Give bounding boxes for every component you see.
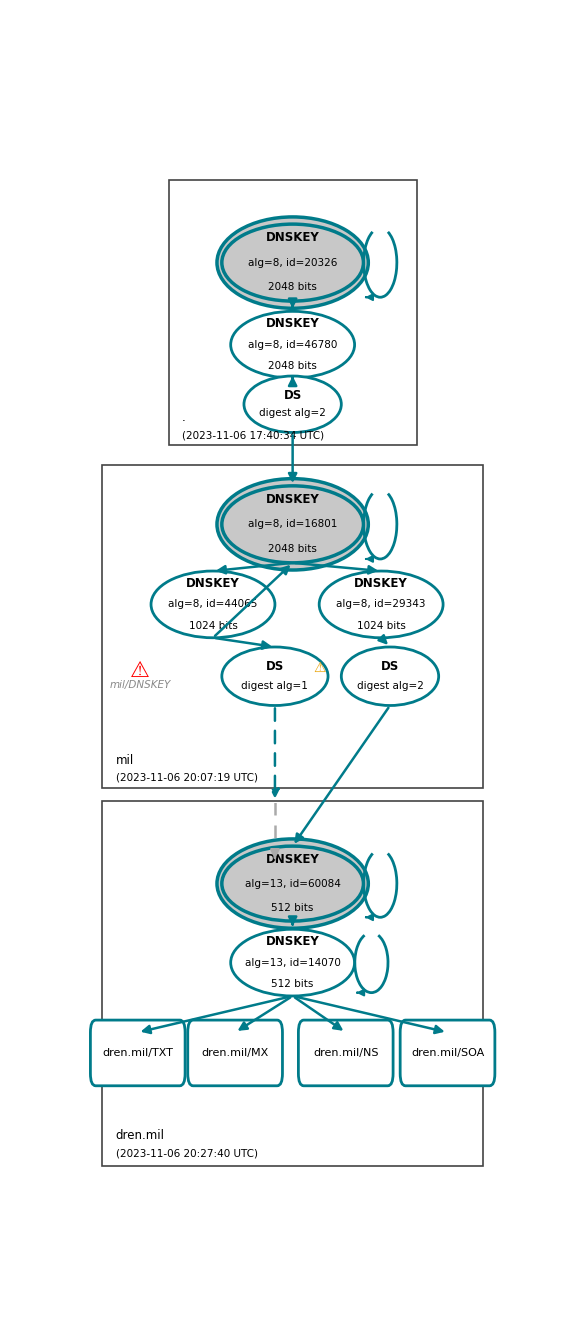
Text: mil/DNSKEY: mil/DNSKEY	[109, 680, 171, 690]
Text: alg=8, id=20326: alg=8, id=20326	[248, 257, 337, 268]
Ellipse shape	[222, 485, 364, 563]
Text: 512 bits: 512 bits	[271, 902, 314, 913]
Text: (2023-11-06 17:40:34 UTC): (2023-11-06 17:40:34 UTC)	[182, 431, 324, 440]
Text: dren.mil/TXT: dren.mil/TXT	[102, 1048, 173, 1058]
Text: alg=8, id=16801: alg=8, id=16801	[248, 520, 337, 529]
FancyBboxPatch shape	[102, 801, 483, 1166]
Text: alg=13, id=14070: alg=13, id=14070	[245, 957, 340, 968]
Text: DS: DS	[266, 660, 284, 673]
FancyBboxPatch shape	[169, 180, 416, 445]
FancyBboxPatch shape	[90, 1020, 185, 1086]
Text: (2023-11-06 20:07:19 UTC): (2023-11-06 20:07:19 UTC)	[115, 773, 258, 782]
Text: dren.mil/SOA: dren.mil/SOA	[411, 1048, 484, 1058]
FancyBboxPatch shape	[188, 1020, 283, 1086]
Text: DNSKEY: DNSKEY	[266, 853, 320, 866]
Ellipse shape	[217, 217, 368, 308]
Text: DNSKEY: DNSKEY	[266, 934, 320, 948]
Text: mil: mil	[115, 753, 134, 766]
Ellipse shape	[217, 838, 368, 928]
Text: DNSKEY: DNSKEY	[266, 317, 320, 329]
Ellipse shape	[341, 647, 439, 705]
Text: alg=8, id=44065: alg=8, id=44065	[168, 600, 258, 609]
Text: alg=8, id=29343: alg=8, id=29343	[336, 600, 426, 609]
FancyBboxPatch shape	[102, 465, 483, 788]
Text: 2048 bits: 2048 bits	[268, 361, 317, 371]
Text: (2023-11-06 20:27:40 UTC): (2023-11-06 20:27:40 UTC)	[115, 1149, 258, 1158]
Text: 1024 bits: 1024 bits	[188, 621, 238, 631]
Ellipse shape	[222, 647, 328, 705]
Text: dren.mil/MX: dren.mil/MX	[202, 1048, 269, 1058]
Text: DNSKEY: DNSKEY	[354, 577, 408, 589]
Ellipse shape	[244, 376, 341, 432]
Text: ⚠: ⚠	[130, 661, 150, 681]
Text: DNSKEY: DNSKEY	[266, 493, 320, 507]
Text: DS: DS	[381, 660, 399, 673]
Ellipse shape	[217, 479, 368, 571]
FancyBboxPatch shape	[400, 1020, 495, 1086]
Ellipse shape	[151, 571, 275, 637]
Text: DS: DS	[284, 389, 301, 401]
Ellipse shape	[222, 846, 364, 921]
Ellipse shape	[319, 571, 443, 637]
Text: 1024 bits: 1024 bits	[357, 621, 405, 631]
Text: DNSKEY: DNSKEY	[186, 577, 240, 589]
Text: DNSKEY: DNSKEY	[266, 232, 320, 244]
Text: dren.mil: dren.mil	[115, 1129, 164, 1142]
Text: alg=8, id=46780: alg=8, id=46780	[248, 340, 337, 349]
Text: 2048 bits: 2048 bits	[268, 283, 317, 292]
Ellipse shape	[231, 312, 355, 379]
Text: digest alg=2: digest alg=2	[259, 408, 326, 419]
FancyBboxPatch shape	[299, 1020, 393, 1086]
Text: 2048 bits: 2048 bits	[268, 544, 317, 555]
Text: digest alg=1: digest alg=1	[242, 681, 308, 690]
Text: alg=13, id=60084: alg=13, id=60084	[245, 878, 340, 889]
Text: dren.mil/NS: dren.mil/NS	[313, 1048, 379, 1058]
Text: digest alg=2: digest alg=2	[356, 681, 424, 690]
Text: ⚠: ⚠	[313, 661, 325, 674]
Text: .: .	[182, 411, 186, 424]
Text: 512 bits: 512 bits	[271, 978, 314, 989]
Ellipse shape	[231, 929, 355, 996]
Ellipse shape	[222, 224, 364, 301]
